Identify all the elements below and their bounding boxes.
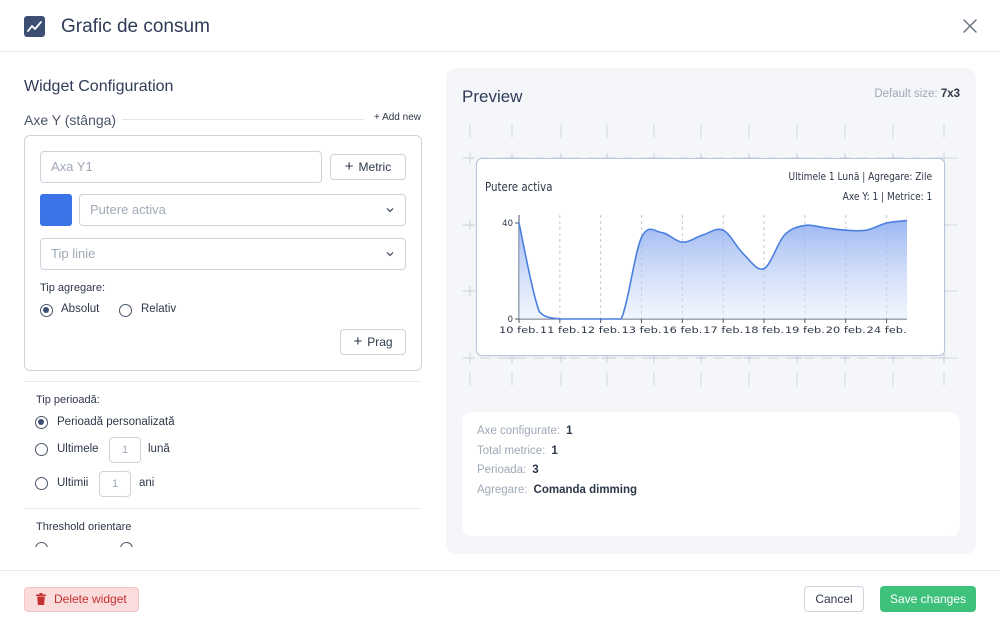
radio-period-custom[interactable] [35,416,48,429]
grid-plus-icon [465,353,475,363]
stat-row: Total metrice: 1 [477,445,558,457]
modal-header: Grafic de consum [0,0,1000,52]
stat-value: 1 [551,445,558,457]
stat-value: Comanda dimming [533,484,638,496]
section-title: Widget Configuration [24,78,174,95]
stat-label: Agregare: [477,484,528,496]
period-type-label: Tip perioadă: [36,394,100,406]
stat-label: Axe configurate: [477,425,561,437]
x-tick-label: 13 feb. [622,326,662,336]
preview-title: Preview [462,87,523,106]
area-chart: 0 40 10 feb. 11 feb. 12 feb. 13 feb. 16 feb. 17… [499,215,908,336]
widget-axes-info: Axe Y: 1 | Metrice: 1 [842,190,932,203]
x-tick-label: 18 feb. [744,326,784,336]
widget-title: Putere activa [485,179,553,194]
radio-absolut[interactable] [40,304,53,317]
modal-title: Grafic de consum [61,16,210,37]
chevron-down-icon [386,252,394,257]
y-tick-label: 40 [502,219,513,229]
aggregation-label: Tip agregare: [40,282,106,294]
x-tick-label: 19 feb. [785,326,825,336]
modal-footer: Delete widget Cancel Save changes [0,570,1000,627]
divider [24,508,422,509]
months-count-input[interactable]: 1 [109,437,141,463]
series-area [519,220,907,319]
radio-period-last-months-label: Ultimele [57,443,99,455]
delete-widget-label: Delete widget [54,592,127,606]
axis-config-card: Axa Y1 + Metric Putere activa Tip linie T… [24,135,422,371]
line-type-select[interactable]: Tip linie [40,238,406,270]
axe-y-label: Axe Y (stânga) [24,112,117,128]
preview-stats: Axe configurate: 1 Total metrice: 1 Perioa… [462,412,960,536]
x-tick-label: 11 feb. [540,326,580,336]
x-tick-label: 20 feb. [826,326,866,336]
x-tick-label: 16 feb. [662,326,702,336]
widget-period-info: Ultimele 1 Lună | Agregare: Zile [788,170,932,183]
x-tick-label: 24 feb. [867,326,907,336]
radio-relativ-label: Relativ [141,303,177,315]
line-chart-icon [24,16,45,37]
grid-plus-icon [465,286,475,296]
grid-plus-icon [465,220,475,230]
widget-configuration-panel: Widget Configuration Axe Y (stânga) + Ad… [24,52,422,547]
plus-icon: + [353,333,363,350]
radio-threshold-horizontal[interactable] [35,542,48,547]
stat-row: Perioada: 3 [477,464,539,476]
preview-panel: Preview Default size: 7x3 0 40 10 feb. 11 f… [446,68,976,554]
stat-row: Agregare: Comanda dimming [477,484,637,496]
radio-period-custom-label: Perioadă personalizată [57,416,175,428]
metric-select[interactable]: Putere activa [79,194,406,226]
radio-relativ[interactable] [119,304,132,317]
divider [122,119,364,120]
save-changes-button[interactable]: Save changes [880,586,976,612]
metric-select-value: Putere activa [90,202,166,217]
chevron-down-icon [386,208,394,213]
stat-value: 1 [566,425,573,437]
line-type-value: Tip linie [51,246,96,261]
months-unit-label: lună [148,443,170,455]
years-count-input[interactable]: 1 [99,471,131,497]
widget-preview-card: 0 40 10 feb. 11 feb. 12 feb. 13 feb. 16 feb. 17… [476,158,945,356]
radio-absolut-label: Absolut [61,303,100,315]
threshold-orientation-label: Threshold orientare [36,521,132,533]
divider [24,381,422,382]
close-icon[interactable] [962,18,978,34]
color-swatch[interactable] [40,194,72,226]
x-tick-label: 10 feb. [499,326,539,336]
default-size-value: 7x3 [940,88,960,100]
years-unit-label: ani [139,477,155,489]
add-new-axis-button[interactable]: + Add new [374,112,421,123]
trash-icon [36,593,46,605]
stat-value: 3 [532,464,539,476]
cancel-button[interactable]: Cancel [804,586,864,612]
radio-period-last-years[interactable] [35,477,48,490]
x-tick-label: 17 feb. [703,326,743,336]
add-metric-label: Metric [358,160,392,174]
series-line [518,219,908,320]
axis-name-input[interactable]: Axa Y1 [40,151,322,183]
add-threshold-button[interactable]: + Prag [340,329,406,355]
grid-plus-icon [465,153,475,163]
x-tick-label: 12 feb. [581,326,621,336]
delete-widget-button[interactable]: Delete widget [24,587,139,612]
add-threshold-label: Prag [367,335,393,349]
radio-period-last-years-label: Ultimii [57,477,89,489]
radio-threshold-vertical[interactable] [120,542,133,547]
default-size: Default size: 7x3 [874,88,960,100]
stat-row: Axe configurate: 1 [477,425,573,437]
grid-plus-icon [939,353,949,363]
stat-label: Total metrice: [477,445,546,457]
stat-label: Perioada: [477,464,527,476]
plus-icon: + [344,158,354,175]
add-metric-button[interactable]: + Metric [330,154,406,180]
radio-period-last-months[interactable] [35,443,48,456]
y-tick-label: 0 [508,315,513,325]
default-size-label: Default size: [874,88,938,100]
